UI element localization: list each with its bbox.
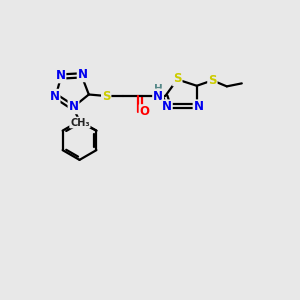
- Text: N: N: [56, 69, 65, 82]
- Text: N: N: [68, 100, 79, 113]
- Text: N: N: [153, 89, 163, 103]
- Text: N: N: [162, 100, 172, 113]
- Text: H: H: [154, 84, 163, 94]
- Text: S: S: [173, 72, 182, 86]
- Text: N: N: [50, 90, 60, 103]
- Text: S: S: [208, 74, 217, 87]
- Text: N: N: [194, 100, 204, 113]
- Text: CH₃: CH₃: [70, 118, 90, 128]
- Text: O: O: [140, 105, 150, 118]
- Text: N: N: [78, 68, 88, 81]
- Text: S: S: [102, 89, 110, 103]
